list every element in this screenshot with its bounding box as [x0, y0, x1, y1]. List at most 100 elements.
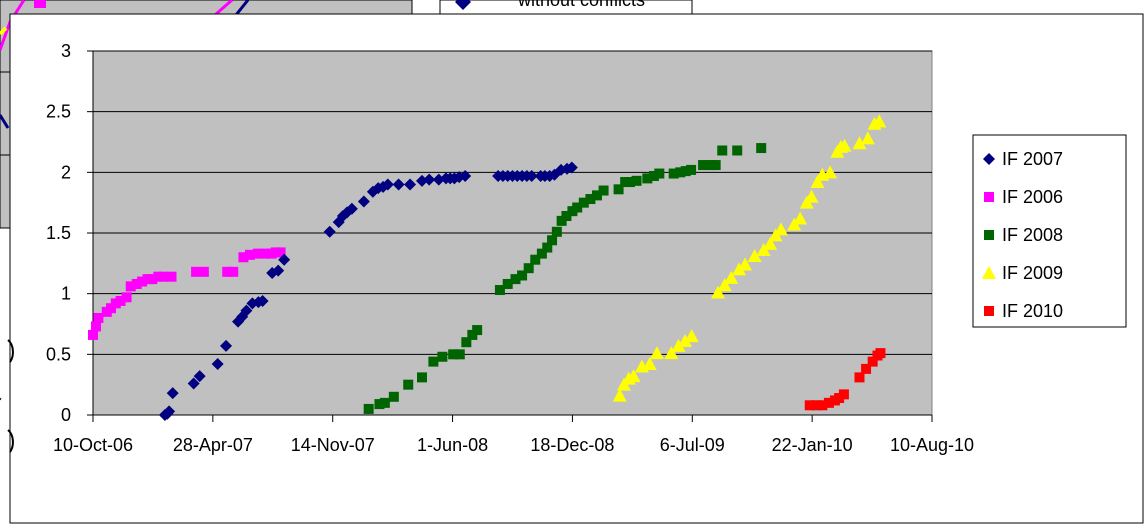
- y-tick-label: 2: [61, 162, 71, 182]
- data-point: [591, 190, 602, 201]
- x-tick-label: 14-Nov-07: [291, 435, 375, 455]
- x-tick-label: 10-Aug-10: [890, 435, 974, 455]
- legend-marker: [984, 230, 994, 240]
- background-legend-label: without conflicts: [517, 0, 645, 10]
- data-point: [256, 294, 269, 307]
- data-point: [222, 266, 233, 277]
- data-point: [654, 168, 665, 179]
- data-point: [860, 131, 875, 145]
- data-point: [578, 197, 589, 208]
- series-if-2006: [88, 247, 286, 340]
- data-point: [565, 161, 578, 174]
- data-point: [381, 178, 394, 191]
- data-point: [472, 325, 483, 336]
- data-point: [220, 339, 233, 352]
- data-point: [675, 167, 686, 178]
- data-point: [193, 370, 206, 383]
- data-point: [198, 266, 209, 277]
- data-point: [817, 400, 828, 411]
- background-legend-marker: [455, 0, 471, 10]
- data-point: [854, 372, 865, 383]
- data-point: [732, 145, 743, 156]
- data-point: [837, 138, 852, 152]
- data-point: [363, 403, 374, 414]
- data-point: [872, 114, 887, 128]
- legend-item: IF 2009: [982, 263, 1063, 283]
- data-point: [585, 194, 596, 205]
- x-axis-tick-labels: 10-Oct-06 28-Apr-07 14-Nov-07 1-Jun-08 18-De…: [53, 435, 974, 455]
- data-point: [93, 312, 104, 323]
- data-point: [668, 168, 679, 179]
- data-point: [572, 202, 583, 213]
- legend-item: IF 2008: [984, 225, 1063, 245]
- data-point: [680, 166, 691, 177]
- y-tick-label: 1.5: [46, 223, 71, 243]
- data-point: [461, 337, 472, 348]
- data-point: [598, 185, 609, 196]
- y-axis-tick-labels: 0 0.5 1 1.5 2 2.5 3: [46, 41, 71, 425]
- legend-item: IF 2010: [984, 301, 1063, 321]
- data-point: [131, 278, 142, 289]
- data-point: [403, 379, 414, 390]
- data-point: [642, 357, 657, 371]
- data-point: [125, 281, 136, 292]
- data-point: [561, 211, 572, 222]
- data-point: [187, 377, 200, 390]
- data-point: [810, 175, 825, 189]
- y-tick-label: 0: [61, 405, 71, 425]
- data-point: [811, 400, 822, 411]
- data-point: [804, 189, 819, 203]
- data-point: [90, 321, 101, 332]
- data-point: [525, 169, 538, 182]
- legend-marker: [983, 153, 995, 165]
- legend-label: IF 2007: [1002, 149, 1063, 169]
- legend-label: IF 2006: [1002, 187, 1063, 207]
- legend-marker: [982, 266, 996, 279]
- data-point: [861, 363, 872, 374]
- data-point: [278, 253, 291, 266]
- legend-label: IF 2008: [1002, 225, 1063, 245]
- y-tick-label: 2.5: [46, 102, 71, 122]
- series-if-2009: [612, 114, 887, 402]
- data-point: [448, 349, 459, 360]
- data-point: [793, 211, 808, 225]
- legend-item: IF 2007: [983, 149, 1063, 169]
- data-point: [392, 178, 405, 191]
- data-point: [510, 274, 521, 285]
- axes: [87, 50, 933, 422]
- data-point: [823, 165, 838, 179]
- data-point: [773, 222, 788, 236]
- legend-label: IF 2010: [1002, 301, 1063, 321]
- data-point: [738, 257, 753, 271]
- data-point: [163, 405, 176, 418]
- data-point: [502, 278, 513, 289]
- data-point: [423, 173, 436, 186]
- data-point: [437, 351, 448, 362]
- data-point: [191, 266, 202, 277]
- data-point: [153, 271, 164, 282]
- legend-item: IF 2006: [984, 187, 1063, 207]
- data-point: [428, 356, 439, 367]
- data-point: [166, 387, 179, 400]
- data-point: [724, 270, 739, 284]
- data-point: [678, 333, 693, 347]
- data-point: [272, 264, 285, 277]
- data-point: [838, 389, 849, 400]
- data-point: [121, 292, 132, 303]
- legend: IF 2007 IF 2006 IF 2008 IF 2009 IF 2010: [972, 134, 1127, 328]
- data-point: [454, 349, 465, 360]
- data-point: [875, 348, 886, 359]
- data-point: [613, 184, 624, 195]
- x-tick-label: 1-Jun-08: [417, 435, 488, 455]
- series-if-2010: [804, 348, 886, 411]
- data-point: [747, 249, 762, 263]
- data-point: [536, 248, 547, 259]
- data-point: [211, 358, 224, 371]
- data-point: [517, 270, 528, 281]
- data-points: [88, 114, 887, 421]
- x-tick-label: 28-Apr-07: [173, 435, 253, 455]
- data-point: [867, 356, 878, 367]
- data-point: [252, 248, 263, 259]
- data-point: [542, 242, 553, 253]
